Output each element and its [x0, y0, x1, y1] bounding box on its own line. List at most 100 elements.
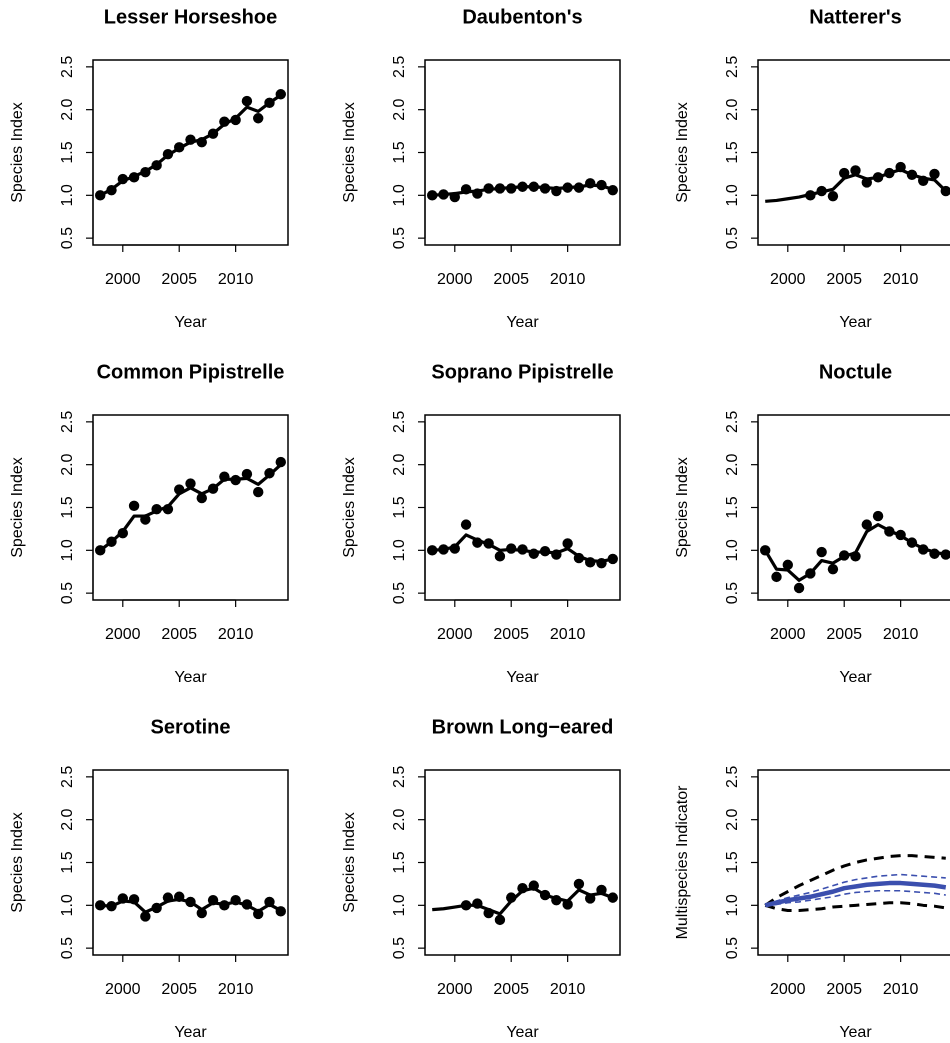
- data-point: [162, 149, 174, 160]
- data-point: [196, 907, 207, 919]
- y-tick-label: 2.0: [724, 453, 741, 475]
- y-tick-label: 0.5: [59, 582, 76, 604]
- y-axis-label: Species Index: [9, 812, 26, 913]
- x-tick-label: 2000: [105, 981, 141, 998]
- data-point: [607, 553, 618, 565]
- data-point: [539, 889, 551, 901]
- panel: Natterer's Year Species Index 2000 2005 2010 0…: [674, 6, 950, 331]
- data-point: [528, 548, 539, 559]
- chart-title: Brown Long−eared: [432, 716, 614, 738]
- data-point: [151, 902, 162, 914]
- data-point: [449, 191, 460, 203]
- chart-title: Daubenton's: [462, 6, 582, 28]
- data-point: [596, 557, 607, 569]
- x-tick-label: 2005: [826, 271, 862, 288]
- data-point: [861, 519, 872, 530]
- data-point: [850, 165, 861, 176]
- data-point: [562, 182, 573, 193]
- data-point: [918, 544, 929, 555]
- data-point: [929, 168, 940, 180]
- data-point: [460, 900, 472, 911]
- data-point: [884, 526, 895, 537]
- x-axis-label: Year: [174, 1024, 207, 1041]
- series-line: [764, 901, 947, 912]
- data-point: [472, 898, 483, 909]
- plot-box: [424, 769, 621, 956]
- data-point: [151, 504, 162, 515]
- series-line: [764, 854, 946, 907]
- data-point: [106, 900, 117, 912]
- data-point: [771, 571, 782, 583]
- data-point: [117, 893, 128, 904]
- data-point: [585, 893, 596, 904]
- plot-box: [757, 414, 950, 601]
- y-tick-label: 1.0: [59, 894, 76, 916]
- data-point: [861, 177, 872, 188]
- data-point: [95, 545, 106, 556]
- y-tick-label: 2.5: [391, 56, 408, 78]
- x-tick-label: 2010: [218, 626, 254, 643]
- data-point: [906, 169, 918, 180]
- y-tick-label: 2.0: [391, 453, 408, 475]
- data-point: [253, 486, 264, 498]
- chart-title: Soprano Pipistrelle: [431, 361, 613, 383]
- y-tick-label: 1.0: [724, 894, 741, 916]
- data-point: [253, 113, 264, 124]
- data-point: [219, 471, 230, 482]
- data-point: [472, 188, 483, 199]
- data-point: [539, 183, 551, 194]
- x-tick-label: 2000: [437, 981, 473, 998]
- data-point: [438, 189, 449, 200]
- data-point: [884, 167, 895, 179]
- y-axis-label: Species Index: [9, 457, 26, 558]
- data-point: [827, 190, 839, 202]
- data-point: [230, 474, 241, 486]
- data-point: [230, 114, 241, 126]
- x-tick-label: 2000: [437, 626, 473, 643]
- x-tick-label: 2005: [493, 981, 529, 998]
- data-point: [528, 880, 539, 891]
- panel: Year Multispecies Indicator 2000 2005 2010 0.…: [674, 766, 950, 1041]
- y-axis-label: Species Index: [341, 457, 358, 558]
- data-point: [106, 536, 117, 547]
- data-point: [895, 529, 906, 541]
- data-point: [185, 478, 196, 489]
- y-tick-label: 0.5: [391, 937, 408, 959]
- data-point: [427, 545, 438, 556]
- data-point: [551, 894, 562, 906]
- data-point: [539, 545, 551, 557]
- chart-title: Serotine: [150, 716, 230, 738]
- data-point: [494, 551, 506, 562]
- data-point: [805, 568, 816, 579]
- x-tick-label: 2010: [883, 271, 919, 288]
- y-tick-label: 0.5: [724, 582, 741, 604]
- data-point: [196, 137, 207, 148]
- data-point: [230, 894, 241, 906]
- data-point: [760, 545, 771, 556]
- plot-box: [92, 414, 289, 601]
- data-point: [573, 878, 585, 890]
- data-point: [483, 907, 494, 919]
- data-point: [940, 549, 950, 560]
- y-tick-label: 1.5: [724, 496, 741, 518]
- y-tick-label: 2.0: [59, 98, 76, 120]
- data-point: [793, 582, 805, 594]
- panel: Serotine Year Species Index 2000 2005 2010 0.5…: [9, 716, 289, 1041]
- x-tick-label: 2000: [770, 271, 806, 288]
- data-point: [506, 892, 517, 903]
- data-point: [906, 537, 918, 548]
- data-point: [196, 492, 207, 504]
- data-point: [253, 908, 264, 920]
- data-point: [449, 543, 460, 554]
- x-tick-label: 2000: [437, 271, 473, 288]
- y-tick-label: 0.5: [391, 582, 408, 604]
- y-axis-label: Species Index: [674, 102, 691, 203]
- y-axis-label: Species Index: [674, 457, 691, 558]
- x-tick-label: 2010: [883, 981, 919, 998]
- data-point: [596, 884, 607, 896]
- data-point: [162, 892, 174, 903]
- x-tick-label: 2010: [218, 271, 254, 288]
- y-tick-label: 2.5: [724, 56, 741, 78]
- data-point: [460, 519, 472, 530]
- data-point: [241, 468, 253, 480]
